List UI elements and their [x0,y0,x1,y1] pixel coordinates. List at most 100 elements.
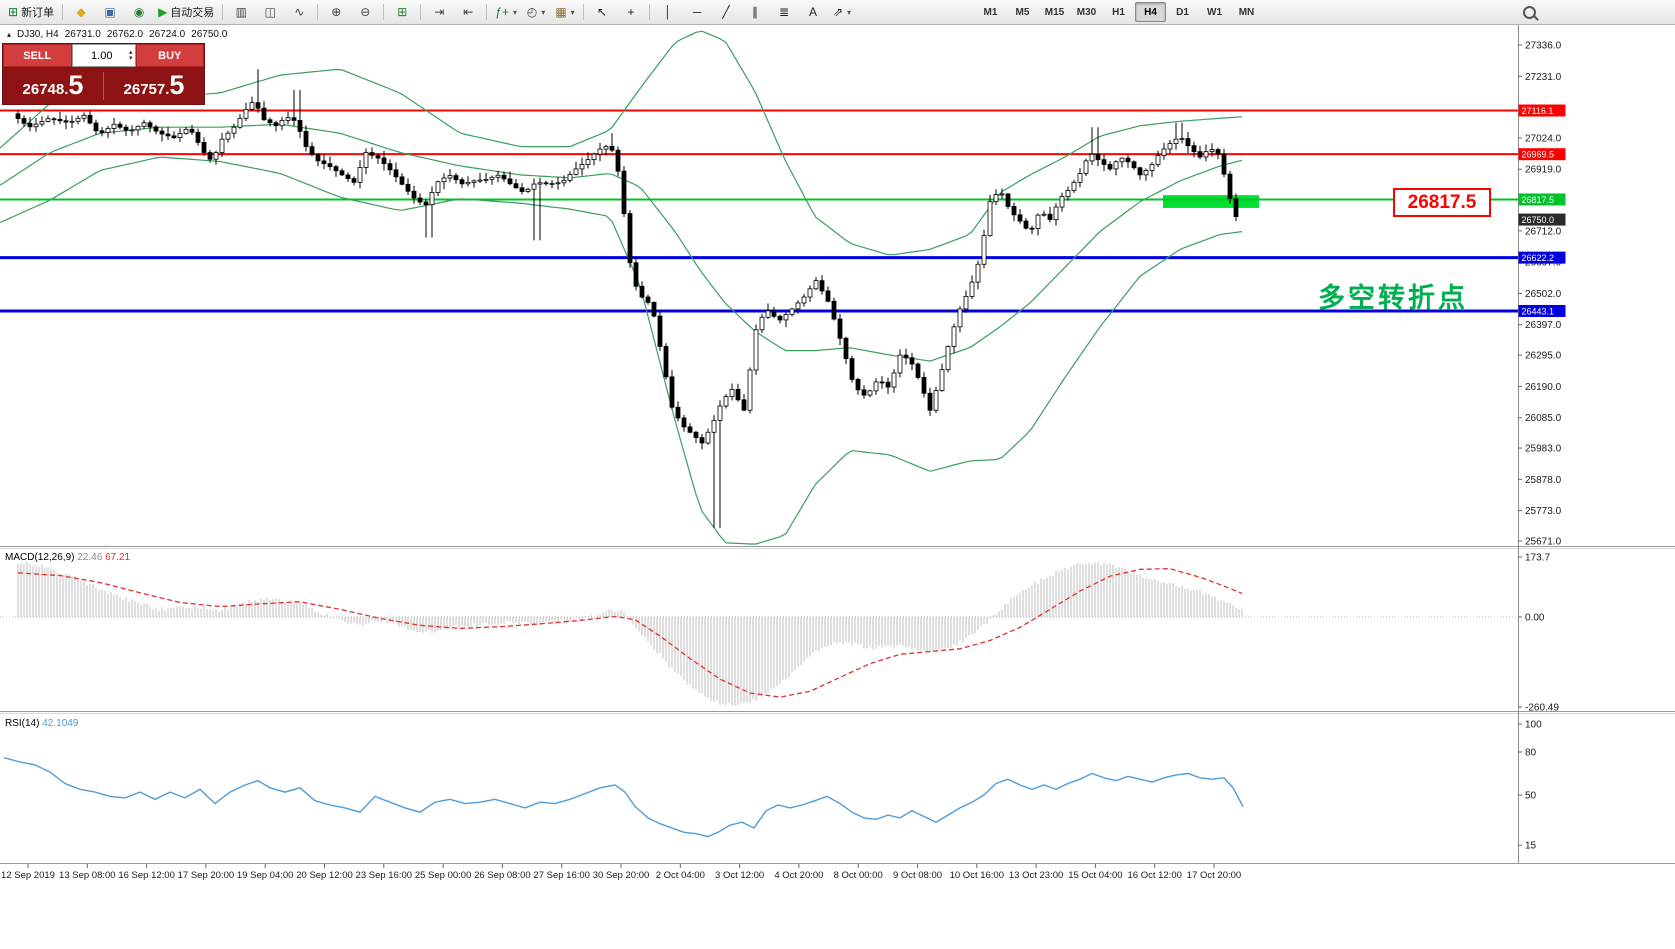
vertical-line-icon: │ [664,5,672,19]
chevron-down-icon: ▾ [512,7,517,17]
price-axis-label: 25671.0 [1525,536,1562,547]
fibonacci-icon: ≣ [778,5,790,19]
chart-shift-button[interactable]: ⇤ [454,1,482,23]
x-axis-label: 27 Sep 16:00 [533,870,590,881]
trendline-button[interactable]: ╱ [712,1,740,23]
rsi-scale-label: 80 [1525,748,1537,759]
crosshair-icon: + [627,5,635,19]
toolbar-separator [222,4,224,20]
search-button[interactable] [1515,1,1543,23]
metaeditor-icon: ◆ [76,5,86,19]
x-axis-label: 2 Oct 04:00 [656,870,705,881]
horizontal-level-lines [0,109,1518,313]
timeframe-m1-button[interactable]: M1 [983,6,998,18]
auto-scroll-icon: ⇥ [434,5,445,19]
price-axis-label: 26190.0 [1525,382,1562,393]
text-icon: A [808,5,817,19]
timeframe-h4-button[interactable]: H4 [1135,2,1166,22]
panel-separators [0,25,1675,864]
volume-stepper[interactable]: 1.00 ▴ ▾ [71,44,136,67]
timeframe-d1-button[interactable]: D1 [1176,6,1189,18]
auto-scroll-button[interactable]: ⇥ [425,1,453,23]
periods-button[interactable]: ◴ ▾ [522,1,550,23]
metaeditor-button[interactable]: ◆ [67,1,95,23]
text-button[interactable]: A [799,1,827,23]
horizontal-line-button[interactable]: ─ [683,1,711,23]
chevron-down-icon: ▾ [541,7,546,17]
sell-price[interactable]: 26748.5 [22,70,84,100]
macd-scale-label: 0.00 [1525,613,1545,624]
crosshair-button[interactable]: + [617,1,645,23]
arrows-button[interactable]: ⇗ ▾ [828,1,856,23]
indicators-button[interactable]: ƒ+ ▾ [491,1,521,23]
terminal-button[interactable]: ▣ [96,1,124,23]
rsi-line [3,757,1244,838]
x-axis-label: 16 Oct 12:00 [1127,870,1181,881]
date-axis[interactable]: 12 Sep 2019 13 Sep 08:00 16 Sep 12:00 17 Se… [1,864,1241,881]
volume-value[interactable]: 1.00 [91,49,113,62]
bar-chart-button[interactable]: ▥ [227,1,255,23]
bollinger-upper-band [0,30,1243,256]
x-axis-label: 25 Sep 00:00 [415,870,472,881]
volume-decrease-button[interactable]: ▾ [128,54,133,62]
autotrading-button-label: 自动交易 [170,7,215,19]
vertical-line-button[interactable]: │ [654,1,682,23]
open-value: 26731.0 [64,29,101,40]
high-value: 26762.0 [106,29,144,40]
autotrading-icon: ▶ [158,5,168,19]
trendline-icon: ╱ [722,5,730,19]
x-axis-label: 15 Oct 04:00 [1068,870,1122,881]
zoom-in-icon: ⊕ [331,5,342,19]
toolbar-separator [317,4,319,20]
main-toolbar: ⊞ 新订单 ◆ ▣ ◉ ▶ 自动交易 ▥ ◫ ∿ ⊕ ⊖ ⊞ ⇥ ⇤ ƒ+ ▾ ◴ ▾ ▦ ▾ ↖ + │ ─ ╱ ∥ ≣ A ⇗ ▾ M1 M… [0,0,1675,25]
buy-price[interactable]: 26757.5 [123,70,185,100]
autotrading-button[interactable]: ▶ 自动交易 [154,1,218,23]
macd-scale-label: -260.49 [1525,702,1559,713]
x-axis-label: 13 Oct 23:00 [1009,870,1063,881]
timeframe-m15-button[interactable]: M15 [1044,6,1065,18]
toolbar-separator [420,4,422,20]
price-axis-label: 26295.0 [1525,351,1562,362]
templates-button[interactable]: ▦ ▾ [551,1,579,23]
rsi-panel: RSI(14) 42.1049 [3,718,1244,838]
timeframe-w1-button[interactable]: W1 [1207,6,1222,18]
price-axis-label: 27231.0 [1525,72,1562,83]
timeframe-m30-button[interactable]: M30 [1076,6,1097,18]
candlesticks [15,69,1239,528]
candlestick-chart-icon: ◫ [264,5,276,19]
timeframe-h1-button[interactable]: H1 [1112,6,1125,18]
volume-increase-button[interactable]: ▴ [128,48,133,56]
sell-button[interactable]: SELL [3,44,72,67]
zoom-in-button[interactable]: ⊕ [322,1,350,23]
price-axis-label: 25878.0 [1525,475,1562,486]
channel-button[interactable]: ∥ [741,1,769,23]
axis-price-tag: 26817.5 [1522,195,1555,205]
macd-label: MACD(12,26,9) 22.46 67.21 [5,552,131,563]
cursor-button[interactable]: ↖ [588,1,616,23]
x-axis-label: 19 Sep 04:00 [237,870,294,881]
macd-scale-label: 173.7 [1525,553,1550,564]
line-chart-button[interactable]: ∿ [285,1,313,23]
candlestick-chart-button[interactable]: ◫ [256,1,284,23]
price-axis-label: 27336.0 [1525,41,1562,52]
timeframe-mn-button[interactable]: MN [1238,6,1255,18]
zoom-out-button[interactable]: ⊖ [351,1,379,23]
x-axis-label: 26 Sep 08:00 [474,870,531,881]
buy-button[interactable]: BUY [135,44,204,67]
axis-price-tag: 26750.0 [1522,215,1555,225]
fibonacci-button[interactable]: ≣ [770,1,798,23]
line-chart-icon: ∿ [294,5,305,19]
rsi-scale-label: 100 [1525,720,1542,731]
panel-backgrounds [0,25,1675,885]
rsi-label: RSI(14) 42.1049 [5,718,79,729]
collapse-arrow-icon[interactable]: ▴ [7,30,12,39]
tile-windows-button[interactable]: ⊞ [388,1,416,23]
strategy-tester-button[interactable]: ◉ [125,1,153,23]
new-order-button[interactable]: ⊞ 新订单 [4,1,58,23]
x-axis-label: 20 Sep 12:00 [296,870,353,881]
one-click-trading-panel: SELL 1.00 ▴ ▾ BUY 26748.5 26757.5 [2,43,205,105]
price-flag-label: 26817.5 [1393,188,1491,217]
timeframe-m5-button[interactable]: M5 [1015,6,1030,18]
close-value: 26750.0 [191,29,228,40]
